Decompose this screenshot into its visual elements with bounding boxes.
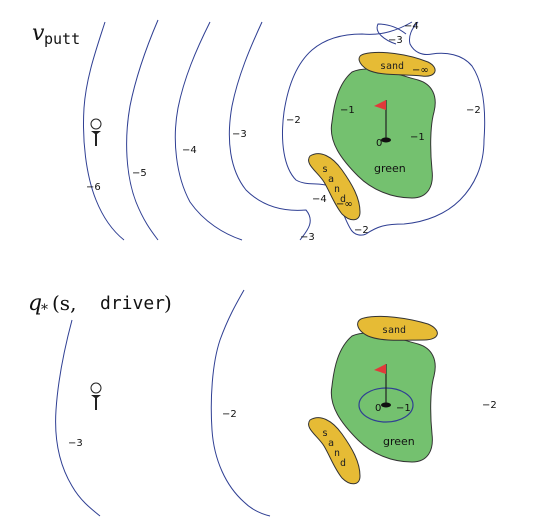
- sand-lower-letter-2-q: a: [328, 438, 334, 449]
- contour-label-m5: −5: [132, 168, 147, 179]
- contour-line-minus3-inner: [376, 23, 407, 45]
- green: [330, 68, 436, 199]
- top-panel: v putt −6 −5 −4 −3 −2 −1 −1 −2: [32, 19, 486, 243]
- contour-line-q-minus3: [55, 319, 101, 517]
- sand-lower-letter-2: a: [328, 174, 334, 185]
- contour-label-m4-near-sand: −4: [312, 194, 327, 205]
- sand-lower-letter-3-q: n: [334, 448, 340, 459]
- hole-value: 0: [376, 138, 382, 149]
- flag: [374, 100, 386, 110]
- bottom-title-open: (s,: [52, 291, 76, 315]
- contour-label-q-m2-right: −2: [482, 400, 497, 411]
- contour-label-m2-left: −2: [286, 115, 301, 126]
- contour-line-minus2-outer: [282, 21, 486, 236]
- sand-trap-upper-q: [357, 315, 438, 341]
- contour-line-q-minus2: [210, 289, 271, 517]
- sand-trap-lower-q: [308, 417, 361, 485]
- contour-label-m4: −4: [182, 145, 197, 156]
- sand-upper-letters: sand: [380, 61, 404, 72]
- sand-lower-value: −∞: [336, 199, 353, 210]
- sand-lower-letter-4-q: d: [340, 458, 346, 469]
- hole-q: [381, 402, 391, 408]
- contour-label-m1-left: −1: [340, 105, 355, 116]
- sand-upper-letters-q: sand: [382, 325, 406, 336]
- top-title-symbol: v: [32, 21, 45, 46]
- green-label: green: [374, 162, 406, 175]
- sand-lower-letter-4: d: [340, 194, 346, 205]
- flag-q: [374, 364, 386, 374]
- contour-label-m2-right: −2: [466, 105, 481, 116]
- sand-lower-letter-1: s: [322, 164, 328, 175]
- contour-line-minus5: [126, 19, 159, 241]
- sand-lower-letter-1-q: s: [322, 428, 328, 439]
- contour-label-m3: −3: [232, 129, 247, 140]
- hole: [381, 137, 391, 143]
- bottom-panel: q * (s, driver ) −3 −2 −1 −2 0 green san…: [28, 289, 497, 517]
- contour-label-q-m3: −3: [68, 438, 83, 449]
- bottom-title-action: driver: [100, 293, 165, 314]
- bottom-title-q: q: [28, 291, 42, 316]
- sand-trap-upper: [358, 51, 436, 77]
- contour-line-minus6: [83, 21, 125, 241]
- sand-trap-lower: [308, 153, 361, 221]
- sand-upper-value: −∞: [412, 65, 429, 76]
- bottom-title-close: ): [164, 291, 172, 315]
- contour-label-m6: −6: [86, 182, 101, 193]
- tee-icon-q: [90, 382, 102, 410]
- bottom-title-star: *: [41, 302, 48, 318]
- contour-line-minus4-outer: [174, 21, 243, 241]
- top-title-subscript: putt: [44, 30, 80, 48]
- contour-label-q-m1: −1: [396, 403, 411, 414]
- contour-label-m3-top: −3: [388, 35, 403, 46]
- green-q: [330, 332, 436, 463]
- contour-label-m3-bottom: −3: [300, 232, 315, 243]
- contour-label-q-m2-left: −2: [222, 409, 237, 420]
- hole-value-q: 0: [375, 403, 381, 414]
- sand-lower-letter-3: n: [334, 184, 340, 195]
- green-label-q: green: [383, 435, 415, 448]
- contour-label-m2-bottom: −2: [354, 225, 369, 236]
- contour-label-m4-top: −4: [404, 21, 419, 32]
- contour-label-m1-right: −1: [410, 132, 425, 143]
- tee-icon: [90, 118, 102, 146]
- contour-line-minus3-outer: [228, 21, 311, 241]
